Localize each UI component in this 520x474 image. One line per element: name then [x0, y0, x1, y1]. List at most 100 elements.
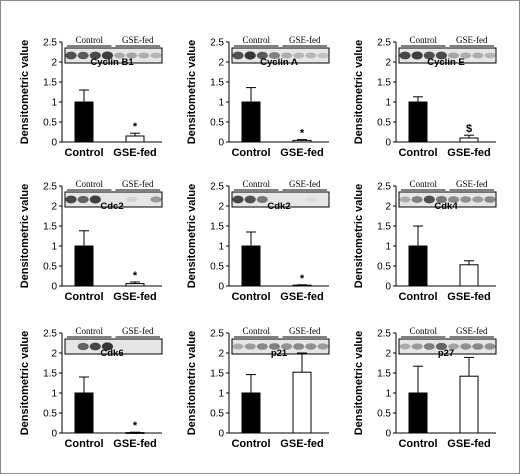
y-axis-label: Densitometric value: [186, 184, 198, 289]
y-tick-label: 1: [385, 389, 391, 400]
y-axis-label: Densitometric value: [19, 184, 31, 289]
protein-label: Cyclin A: [260, 57, 298, 68]
y-tick-label: 2.5: [377, 38, 391, 49]
blot-band: [150, 52, 162, 59]
blot-band: [317, 343, 329, 350]
western-blot: [64, 191, 163, 208]
blot-band: [256, 343, 268, 350]
blot-strip: [398, 191, 497, 208]
x-tick-label: Control: [398, 291, 437, 303]
y-tick-label: 0: [385, 429, 391, 440]
blot-band: [435, 196, 448, 203]
blot-band: [399, 196, 411, 203]
y-tick-label: 0: [385, 138, 391, 149]
x-tick-label: Control: [231, 291, 270, 303]
blot-strip: [231, 191, 330, 208]
y-tick-label: 0: [51, 429, 57, 440]
panel-cyclin-e: Densitometric value 0 0.5 1 1.5 2 2.5 Control GS…: [353, 35, 497, 159]
x-tick-label: Control: [231, 438, 270, 450]
significance-marker: *: [300, 273, 305, 285]
western-blot: [231, 191, 330, 208]
panel-cyclin-a: Densitometric value 0 0.5 1 1.5 2 2.5 Control GS…: [186, 35, 330, 159]
x-tick-label: Control: [231, 147, 270, 159]
western-blot: [398, 191, 497, 208]
blot-band: [77, 51, 89, 60]
y-tick-label: 2: [51, 202, 57, 213]
x-tick-label: Control: [64, 147, 103, 159]
y-tick-label: 0.5: [377, 262, 391, 273]
blot-band: [268, 52, 281, 59]
y-tick-label: 1: [218, 98, 224, 109]
y-tick-label: 1: [385, 242, 391, 253]
bar-control: [241, 245, 261, 287]
blot-strip: [398, 338, 497, 355]
y-tick-label: 1.5: [43, 78, 57, 89]
blot-band: [435, 51, 448, 60]
blot-group-label: GSE-fed: [456, 35, 488, 45]
y-tick-label: 1: [51, 242, 57, 253]
y-tick-label: 0: [385, 282, 391, 293]
blot-group-label: Control: [75, 179, 103, 189]
bar-gse-fed: [459, 375, 479, 434]
blot-band: [244, 343, 256, 350]
western-blot: [64, 47, 163, 64]
bar-control: [408, 392, 428, 434]
y-tick-label: 0.5: [43, 118, 57, 129]
y-tick-label: 1.5: [377, 222, 391, 233]
blot-band: [305, 343, 317, 350]
y-tick-label: 2.5: [377, 329, 391, 340]
x-tick-label: GSE-fed: [280, 438, 323, 450]
y-tick-label: 0: [51, 138, 57, 149]
x-tick-label: GSE-fed: [447, 147, 490, 159]
y-tick-label: 1.5: [377, 369, 391, 380]
bar-gse-fed: [125, 135, 145, 143]
blot-band: [293, 52, 305, 59]
blot-band: [305, 52, 317, 59]
blot-band: [89, 342, 101, 351]
blot-band: [101, 51, 114, 60]
blot-band: [126, 52, 138, 59]
bar-gse-fed: [459, 137, 479, 143]
blot-band: [484, 343, 496, 350]
significance-marker: *: [133, 420, 138, 432]
y-tick-label: 0: [218, 282, 224, 293]
panel-cdk4: Densitometric value 0 0.5 1 1.5 2 2.5 Control GS…: [353, 179, 497, 303]
x-tick-label: GSE-fed: [447, 438, 490, 450]
y-tick-label: 1.5: [377, 78, 391, 89]
y-axis-label: Densitometric value: [353, 184, 365, 289]
y-tick-label: 2: [51, 349, 57, 360]
western-blot: [398, 47, 497, 64]
blot-group-label: GSE-fed: [289, 179, 321, 189]
protein-label: Cdk6: [100, 348, 123, 359]
y-tick-label: 2: [385, 202, 391, 213]
bar-control: [241, 392, 261, 434]
y-axis-label: Densitometric value: [186, 331, 198, 436]
blot-group-label: GSE-fed: [289, 35, 321, 45]
y-axis-label: Densitometric value: [353, 40, 365, 145]
blot-strip: [231, 338, 330, 355]
bar-gse-fed: [292, 284, 312, 287]
blot-band: [472, 52, 484, 59]
blot-strip: [64, 191, 163, 208]
blot-group-label: Control: [75, 35, 103, 45]
bar-control: [408, 245, 428, 287]
y-axis-label: Densitometric value: [186, 40, 198, 145]
blot-band: [460, 196, 472, 203]
y-tick-label: 2: [218, 202, 224, 213]
x-tick-label: GSE-fed: [280, 147, 323, 159]
blot-group-label: GSE-fed: [456, 326, 488, 336]
bar-gse-fed: [292, 139, 312, 143]
blot-strip: [64, 338, 163, 355]
y-tick-label: 2.5: [43, 329, 57, 340]
blot-band: [280, 343, 293, 350]
bar-gse-fed: [459, 264, 479, 287]
bar-control: [408, 101, 428, 143]
blot-band: [423, 195, 435, 204]
western-blot: [64, 338, 163, 355]
bar-control: [74, 245, 94, 287]
panel-cdk2: Densitometric value 0 0.5 1 1.5 2 2.5 Control GS…: [186, 179, 330, 303]
blot-group-label: Control: [75, 326, 103, 336]
protein-label: p27: [438, 348, 454, 359]
blot-band: [423, 343, 435, 350]
